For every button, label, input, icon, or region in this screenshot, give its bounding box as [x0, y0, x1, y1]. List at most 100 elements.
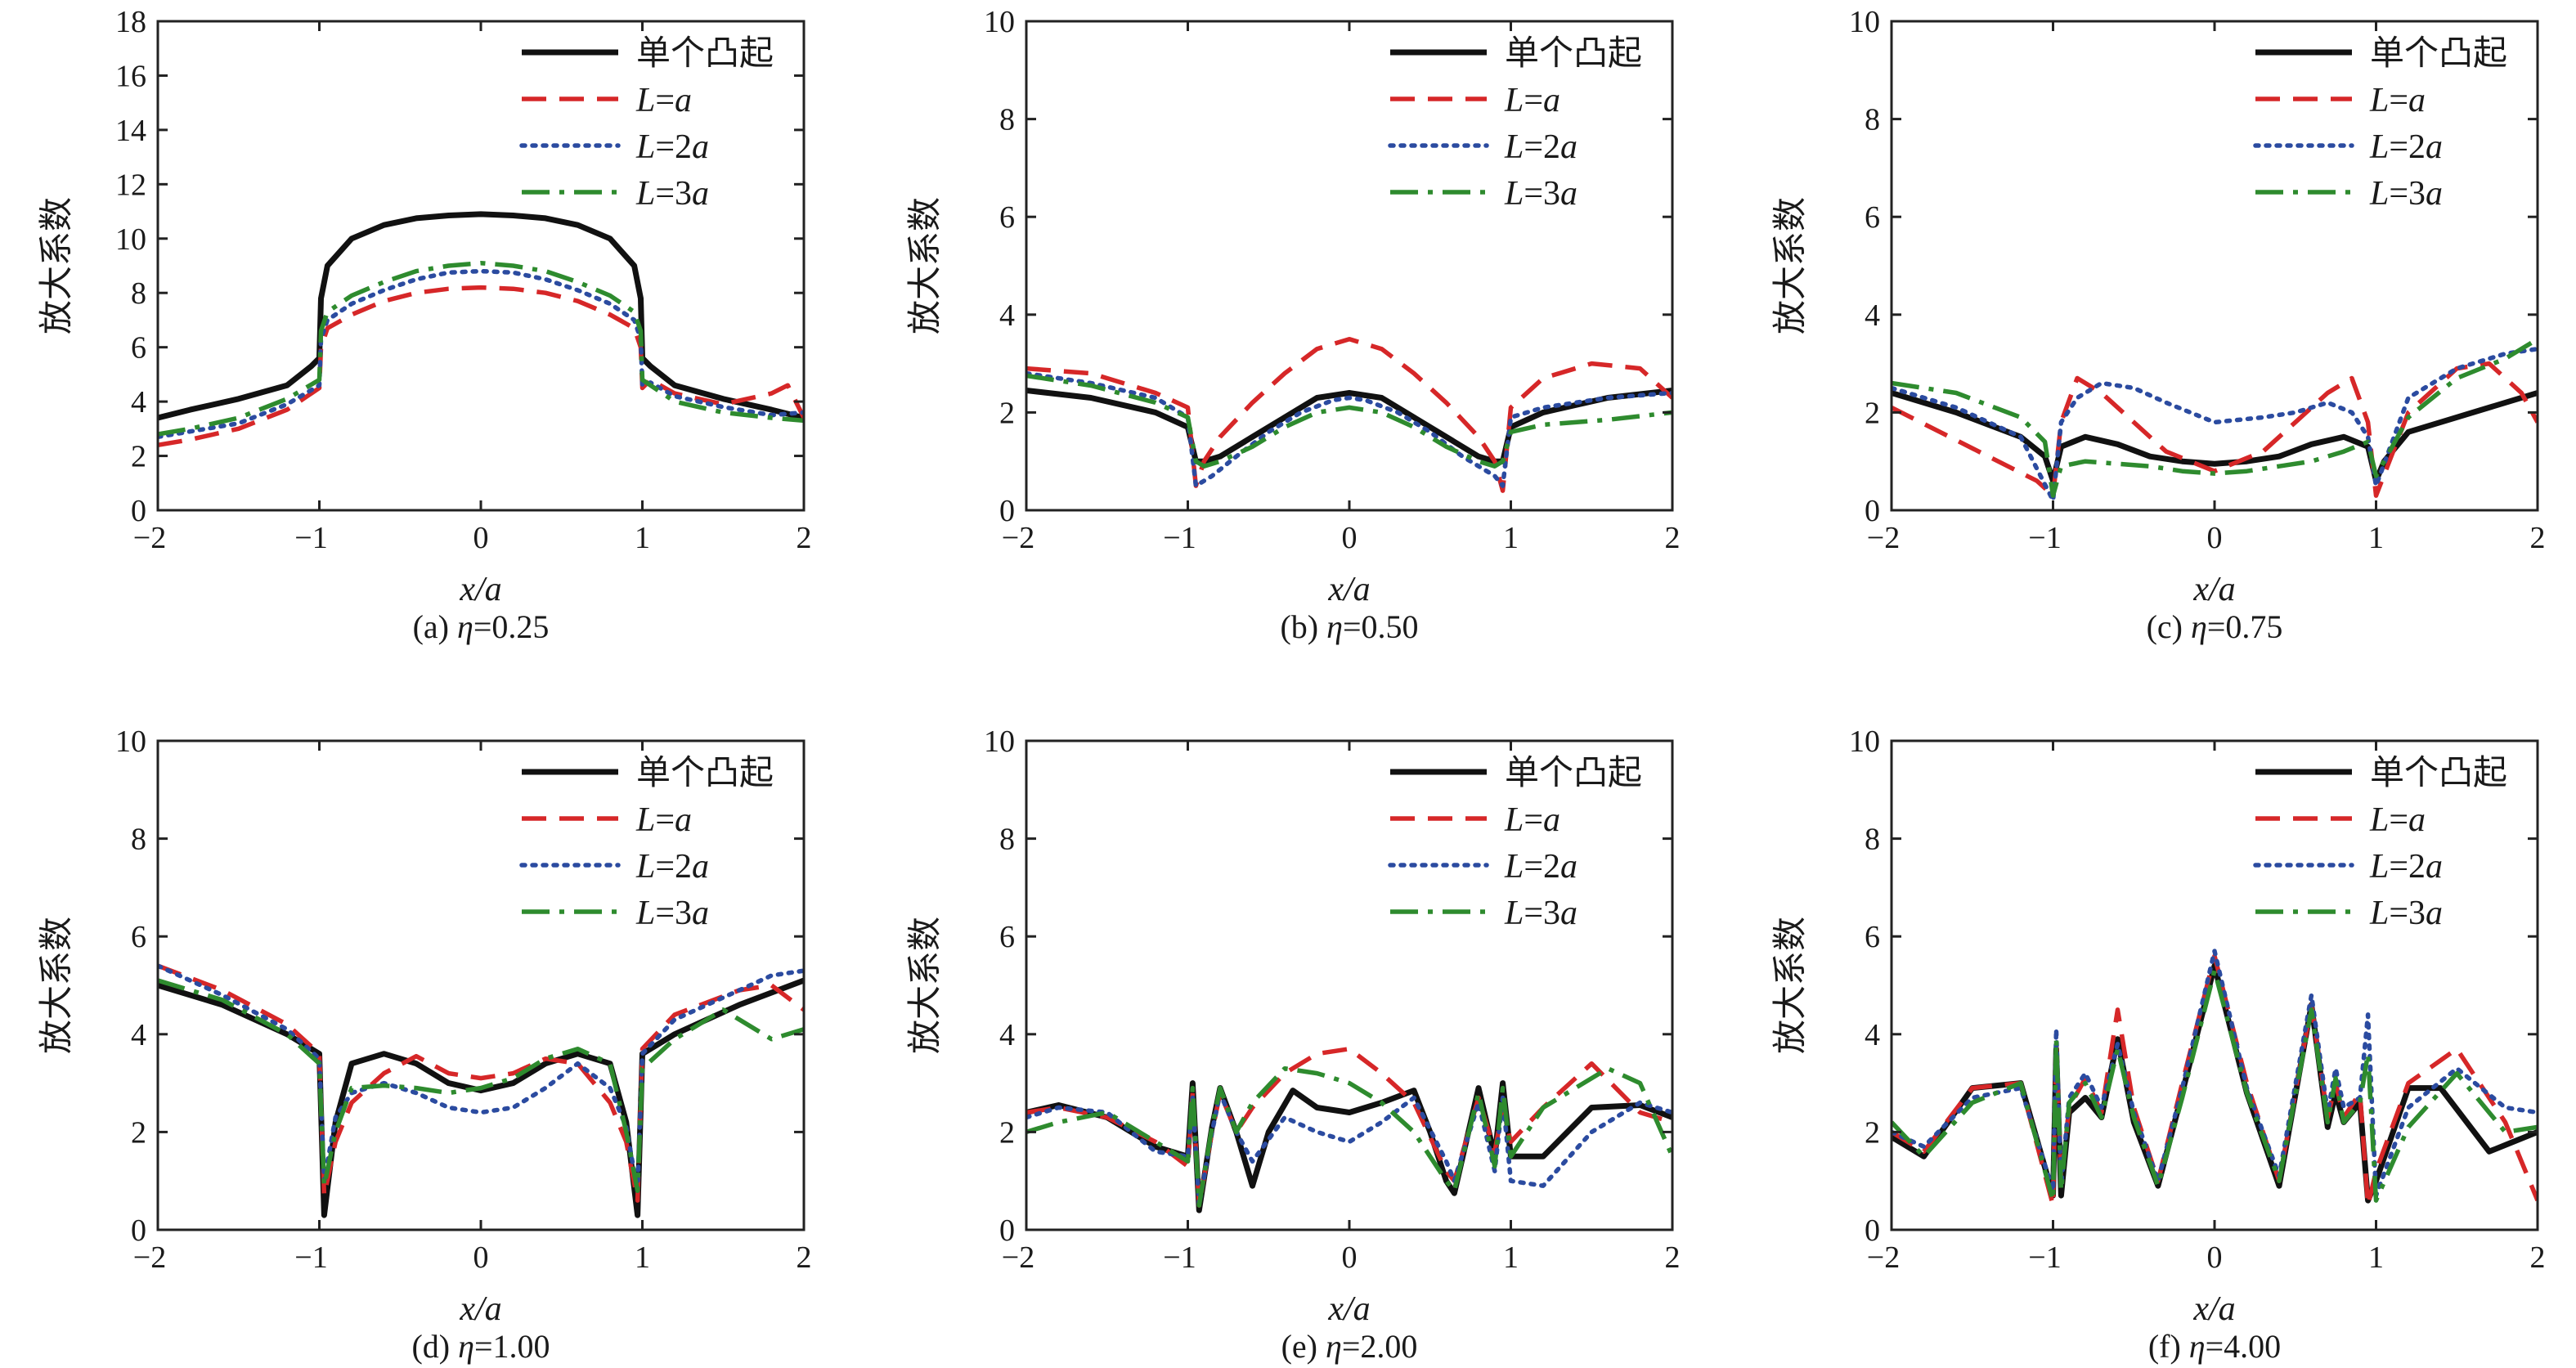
x-tick-label: −1 [1163, 521, 1196, 555]
x-tick-label: 0 [1342, 521, 1358, 555]
x-axis-label: x/a [2192, 571, 2235, 608]
y-tick-label: 10 [115, 222, 146, 257]
x-tick-label: 2 [797, 521, 812, 555]
series-line-1 [1026, 336, 1672, 493]
x-tick-label: −2 [133, 1240, 166, 1275]
legend-label: L=3a [635, 895, 709, 932]
series-line-3 [1892, 968, 2538, 1203]
y-tick-label: 12 [115, 168, 146, 202]
x-axis-label: x/a [1327, 1290, 1370, 1328]
plot-frame [1025, 20, 1674, 512]
series-line-1 [1892, 361, 2538, 498]
x-tick-label: 0 [473, 1240, 489, 1275]
series-line-2 [1892, 949, 2538, 1198]
plot-frame [1890, 20, 2539, 512]
legend-label: 单个凸起 [1505, 33, 1642, 73]
legend-label: L=a [635, 801, 692, 839]
y-tick-label: 10 [984, 724, 1015, 759]
x-tick-label: 0 [2207, 521, 2223, 555]
series-line-0 [158, 211, 804, 421]
x-tick-label: −1 [294, 1240, 327, 1275]
y-tick-label: 6 [999, 920, 1015, 954]
y-tick-label: 4 [131, 385, 146, 419]
y-tick-label: 10 [115, 724, 146, 759]
x-tick-label: 0 [1342, 1240, 1358, 1275]
y-tick-label: 18 [115, 5, 146, 39]
series-line-2 [1026, 1090, 1672, 1208]
series-line-2 [1026, 370, 1672, 488]
y-tick-label: 0 [999, 1213, 1015, 1248]
x-tick-label: 1 [1503, 521, 1519, 555]
legend-label: L=2a [635, 128, 709, 166]
panel-caption: (d) η=1.00 [411, 1328, 550, 1365]
series-line-3 [1026, 373, 1672, 469]
series-line-0 [1892, 390, 2538, 484]
series-line-0 [1892, 962, 2538, 1204]
legend-label: L=2a [635, 848, 709, 886]
series-line-3 [1892, 337, 2538, 498]
x-tick-label: −1 [1163, 1240, 1196, 1275]
y-tick-label: 6 [131, 331, 146, 366]
y-tick-label: 4 [999, 1018, 1015, 1052]
x-tick-label: 1 [1503, 1240, 1519, 1275]
legend-label: L=3a [635, 175, 709, 213]
legend-label: 单个凸起 [2370, 33, 2507, 73]
y-axis-label: 放大系数 [36, 917, 76, 1054]
legend-label: L=2a [1504, 128, 1577, 166]
panel-caption: (f) η=4.00 [2148, 1328, 2281, 1365]
chart-panel: −2 −1 0 1 2 0 2 4 6 8 10 x/a 放大系数 (f) η=4.00 单个凸起 L=a L=… [1770, 724, 2546, 1365]
y-tick-label: 6 [131, 920, 146, 954]
x-axis-label: x/a [2192, 1290, 2235, 1328]
chart-panel: −2 −1 0 1 2 0 2 4 6 8 10 x/a 放大系数 (e) η=2.00 单个凸起 L=a L=… [904, 724, 1681, 1365]
x-tick-label: −1 [2028, 1240, 2061, 1275]
panel-caption: (b) η=0.50 [1280, 608, 1418, 645]
x-tick-label: −2 [1002, 1240, 1034, 1275]
series-line-3 [158, 978, 804, 1193]
series-line-2 [158, 268, 804, 440]
legend-label: L=2a [2369, 848, 2443, 886]
x-tick-label: 2 [2530, 1240, 2546, 1275]
y-tick-label: 4 [131, 1018, 146, 1052]
y-axis-label: 放大系数 [36, 197, 76, 334]
y-tick-label: 14 [115, 114, 146, 148]
legend-label: L=3a [1504, 895, 1577, 932]
legend-label: 单个凸起 [1505, 752, 1642, 792]
x-tick-label: 1 [2368, 521, 2384, 555]
legend-label: L=a [2369, 82, 2426, 119]
y-tick-label: 2 [131, 1115, 146, 1150]
x-tick-label: 1 [2368, 1240, 2384, 1275]
legend-label: L=a [1504, 82, 1560, 119]
plot-frame [156, 20, 806, 512]
legend-label: L=3a [2369, 175, 2443, 213]
plot-frame [156, 739, 806, 1231]
x-tick-label: 2 [1665, 521, 1681, 555]
y-tick-label: 8 [131, 823, 146, 857]
legend-label: 单个凸起 [2370, 752, 2507, 792]
x-tick-label: −1 [2028, 521, 2061, 555]
y-tick-label: 8 [1865, 103, 1880, 137]
x-tick-label: −2 [1867, 1240, 1900, 1275]
y-tick-label: 0 [1865, 494, 1880, 528]
panel-caption: (e) η=2.00 [1281, 1328, 1418, 1365]
y-tick-label: 4 [1865, 1018, 1880, 1052]
chart-panel: −2 −1 0 1 2 0 2 4 6 8 10 x/a 放大系数 (b) η=0.50 单个凸起 L=a L=… [904, 5, 1681, 645]
y-tick-label: 8 [999, 823, 1015, 857]
y-tick-label: 0 [131, 494, 146, 528]
chart-panel: −2 −1 0 1 2 0 2 4 6 8 10 x/a 放大系数 (d) η=1.00 单个凸起 L=a L=… [36, 724, 812, 1365]
y-tick-label: 6 [1865, 920, 1880, 954]
y-tick-label: 2 [999, 396, 1015, 430]
chart-panel: −2 −1 0 1 2 0 2 4 6 8 10 x/a 放大系数 (c) η=0.75 单个凸起 L=a L=… [1770, 5, 2546, 645]
plot-frame [1890, 739, 2539, 1231]
series-line-1 [158, 963, 804, 1203]
series-line-3 [1026, 1065, 1672, 1208]
series-line-0 [1026, 1080, 1672, 1213]
x-tick-label: 2 [1665, 1240, 1681, 1275]
legend-label: L=2a [2369, 128, 2443, 166]
y-axis-label: 放大系数 [1770, 197, 1810, 334]
y-tick-label: 8 [1865, 823, 1880, 857]
y-tick-label: 8 [999, 103, 1015, 137]
series-line-1 [158, 285, 804, 448]
series-line-2 [158, 963, 804, 1193]
